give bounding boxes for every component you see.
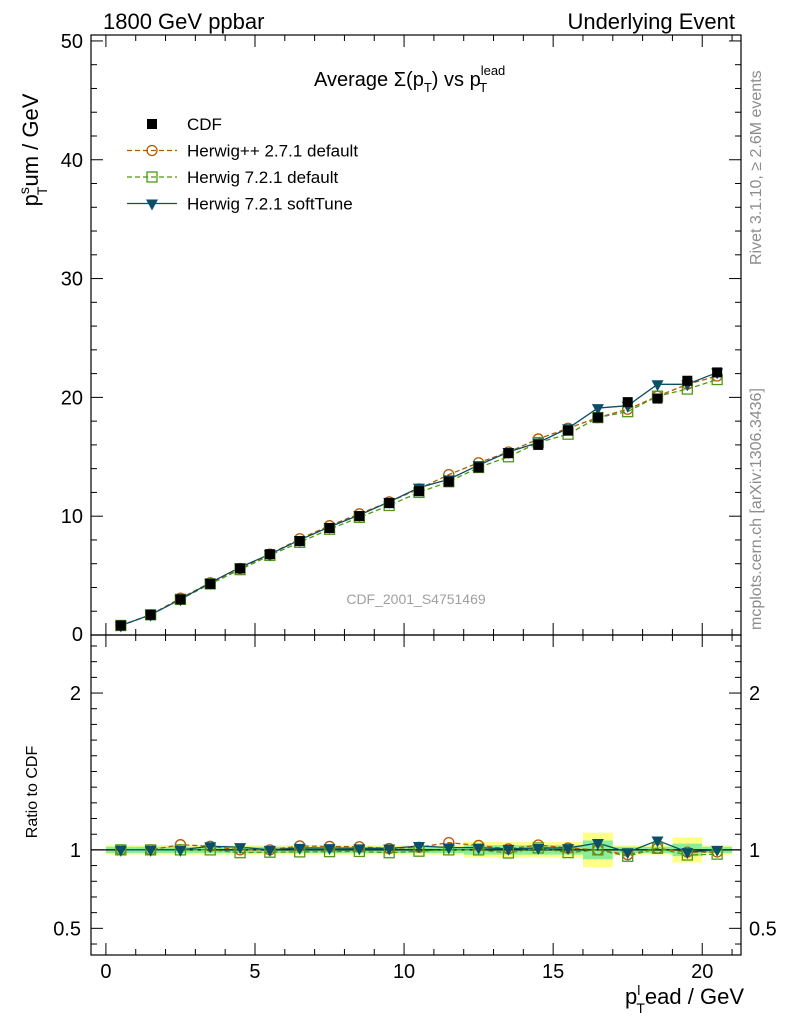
ratio-tick-label-left: 1	[70, 840, 81, 862]
series-point	[651, 380, 664, 392]
ratio-series-point	[174, 845, 187, 857]
data-point	[503, 448, 514, 459]
y-tick-label: 20	[61, 387, 83, 409]
y-tick-label: 30	[61, 269, 83, 291]
ratio-series-point	[442, 843, 455, 855]
plot-title: Average Σ(pT) vs plead T	[314, 63, 505, 95]
ratio-tick-label-left: 2	[70, 683, 81, 705]
legend-marker	[146, 171, 158, 183]
ratio-series-point	[591, 839, 604, 851]
x-axis-label: pl Tead / GeV	[625, 982, 744, 1016]
series-point	[591, 404, 604, 416]
ratio-series-point	[532, 843, 545, 855]
data-point	[592, 412, 603, 423]
ratio-series-point	[383, 844, 396, 856]
ratio-series-point	[472, 843, 485, 855]
legend-marker	[146, 199, 158, 211]
analysis-watermark: CDF_2001_S4751469	[346, 591, 486, 607]
ratio-series-point	[293, 843, 306, 855]
data-point	[533, 439, 544, 450]
legend-marker	[147, 119, 157, 129]
data-point	[235, 563, 246, 574]
data-point	[622, 397, 633, 408]
x-tick-label: 10	[393, 961, 415, 983]
x-axis-label-p: p	[625, 984, 637, 1009]
data-point	[712, 367, 723, 378]
data-point	[443, 476, 454, 487]
plot-title-sub: T	[424, 80, 432, 95]
rivet-version-text: Rivet 3.1.10, ≥ 2.6M events	[748, 70, 765, 265]
y-axis-label: ps Tum / GeV	[16, 93, 50, 206]
y-tick-label: 10	[61, 506, 83, 528]
data-point	[563, 425, 574, 436]
ratio-series-point	[323, 844, 336, 856]
x-axis-label-sup: l	[637, 982, 640, 998]
ratio-tick-label-right: 1	[749, 840, 760, 862]
ratio-tick-label-right: 2	[749, 683, 760, 705]
x-axis-label-sub: T	[636, 1000, 645, 1016]
ratio-series-point	[263, 845, 276, 857]
header-left: 1800 GeV ppbar	[103, 9, 264, 34]
ratio-series-point	[651, 836, 664, 848]
ratio-frame	[90, 634, 742, 956]
data-point	[384, 498, 395, 509]
data-point	[205, 578, 216, 589]
y-tick-label: 40	[61, 150, 83, 172]
data-point	[413, 486, 424, 497]
plot-title-sup: lead	[481, 63, 506, 78]
data-point	[354, 511, 365, 522]
data-point	[652, 393, 663, 404]
y-axis-label-sup: s	[16, 187, 32, 194]
header-right: Underlying Event	[567, 9, 735, 34]
ratio-series-point	[562, 844, 575, 856]
y-axis-label-sub: T	[34, 186, 50, 195]
ratio-series-point	[204, 842, 217, 854]
legend-label: Herwig 7.2.1 default	[187, 168, 338, 187]
ratio-series-point	[681, 848, 694, 860]
ratio-series-point	[621, 848, 634, 860]
ratio-tick-label-right: 0.5	[749, 918, 777, 940]
ratio-axis-label: Ratio to CDF	[24, 746, 41, 839]
x-tick-label: 0	[100, 961, 111, 983]
y-axis-label-p: p	[18, 194, 43, 206]
plot-title-main: Average Σ(p	[314, 69, 424, 91]
x-tick-label: 5	[249, 961, 260, 983]
ratio-series-point	[353, 844, 366, 856]
ratio-tick-label-left: 0.5	[53, 918, 81, 940]
plot-title-mid: ) vs p	[432, 69, 481, 91]
mcplots-reference-text: mcplots.cern.ch [arXiv:1306.3436]	[748, 388, 765, 630]
ratio-plot: 0.5 0.5 1 1 2 2	[53, 634, 777, 956]
y-axis-label-rest: um / GeV	[18, 93, 43, 186]
ratio-series-point	[114, 845, 127, 857]
legend-label: CDF	[187, 115, 222, 134]
y-tick-label-zero: 0	[72, 624, 83, 646]
legend-label: Herwig++ 2.7.1 default	[187, 142, 358, 161]
y-tick-label: 50	[61, 31, 83, 53]
legend-marker	[146, 144, 158, 157]
ratio-series-point	[412, 842, 425, 854]
data-point	[145, 609, 156, 620]
x-tick-label: 20	[691, 961, 713, 983]
legend-label: Herwig 7.2.1 softTune	[187, 195, 353, 214]
data-point	[294, 536, 305, 547]
ratio-series-point	[711, 845, 724, 857]
main-plot: 0 5 10 15 20 10 20 30 40 50 0	[61, 31, 742, 983]
data-point	[264, 549, 275, 560]
data-point	[324, 523, 335, 534]
plot-title-sub2: T	[479, 80, 487, 95]
ratio-series-point	[144, 845, 157, 857]
data-point	[115, 620, 126, 631]
data-point	[473, 462, 484, 473]
data-point	[175, 594, 186, 605]
data-point	[682, 375, 693, 386]
x-axis-label-rest: ead / GeV	[645, 984, 744, 1009]
x-tick-label: 15	[542, 961, 564, 983]
ratio-series-point	[234, 843, 247, 855]
ratio-series-point	[502, 844, 515, 856]
legend: CDF Herwig++ 2.7.1 default Herwig 7.2.1 de…	[127, 115, 358, 214]
